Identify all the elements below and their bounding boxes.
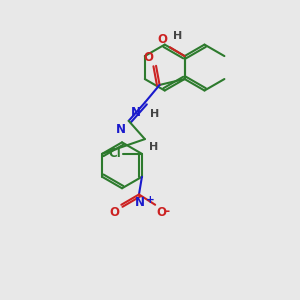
Text: O: O: [143, 51, 153, 64]
Text: H: H: [173, 31, 182, 41]
Text: +: +: [146, 195, 154, 205]
Text: N: N: [131, 106, 141, 119]
Text: O: O: [157, 206, 166, 219]
Text: H: H: [149, 142, 158, 152]
Text: Cl: Cl: [109, 147, 121, 160]
Text: O: O: [158, 33, 168, 46]
Text: -: -: [165, 206, 170, 218]
Text: N: N: [116, 123, 126, 136]
Text: O: O: [109, 206, 119, 219]
Text: N: N: [135, 196, 145, 209]
Text: H: H: [150, 109, 159, 119]
